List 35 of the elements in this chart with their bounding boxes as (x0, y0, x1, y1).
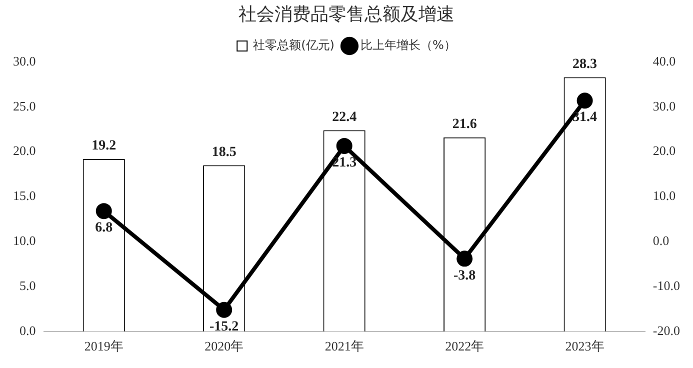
y-tick-label: 10.0 (13, 233, 36, 248)
y2-tick-label: 20.0 (652, 143, 676, 158)
y2-tick-label: 0.0 (652, 233, 670, 248)
x-tick-label: 2020年 (204, 338, 244, 354)
y2-tick-label: 10.0 (652, 188, 676, 204)
y-tick-label: 25.0 (13, 98, 36, 114)
y2-tick-label: 30.0 (652, 98, 676, 114)
y-tick-label: 30.0 (13, 53, 36, 68)
chart-title: 社会消费品零售总额及增速 (238, 3, 456, 27)
data-label: -15.2 (210, 319, 239, 334)
x-tick-label: 2021年 (324, 338, 364, 354)
data-label: 28.3 (572, 56, 598, 72)
y-tick-label: 20.0 (13, 143, 36, 158)
x-tick-label: 2022年 (445, 338, 484, 354)
y-tick-label: 15.0 (13, 188, 36, 204)
y2-tick-label: -10.0 (652, 278, 680, 293)
point (576, 92, 593, 109)
y2-tick-label: 40.0 (652, 53, 676, 68)
y2-tick-label: -20.0 (652, 322, 680, 338)
data-label: 18.5 (212, 144, 236, 160)
x-tick-label: 2023年 (565, 338, 604, 354)
legend-label: 比上年增长（%） (360, 38, 456, 52)
data-label: 22.4 (332, 110, 357, 125)
point (336, 138, 352, 154)
data-label: 6.8 (95, 220, 113, 236)
y-tick-label: 5.0 (20, 278, 36, 293)
y-tick-label: 0.0 (20, 322, 36, 338)
data-label: 19.2 (92, 138, 116, 154)
point (216, 302, 232, 318)
point (456, 250, 473, 267)
data-label: -3.8 (453, 268, 476, 284)
legend-label: 社零总额(亿元) (253, 38, 334, 52)
point (96, 203, 112, 220)
x-tick-label: 2019年 (84, 338, 124, 354)
data-label: 21.6 (452, 117, 477, 132)
